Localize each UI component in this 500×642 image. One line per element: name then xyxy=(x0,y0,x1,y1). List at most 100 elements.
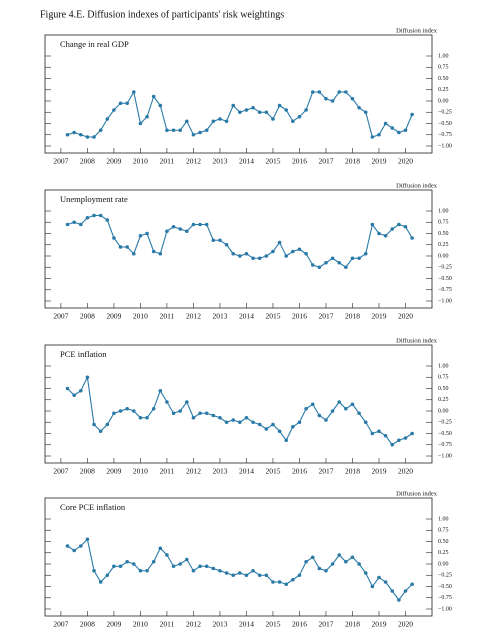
point xyxy=(257,110,262,115)
point xyxy=(363,110,368,115)
point xyxy=(271,580,275,584)
point xyxy=(72,130,76,135)
point xyxy=(264,427,269,431)
point xyxy=(350,555,355,560)
point xyxy=(211,238,216,243)
point xyxy=(125,101,129,106)
x-tick-label: 2007 xyxy=(53,312,68,321)
x-tick-label: 2014 xyxy=(239,312,254,321)
x-tick-label: 2018 xyxy=(345,467,360,476)
x-tick-label: 2017 xyxy=(318,467,333,476)
point xyxy=(317,566,322,571)
point xyxy=(125,559,129,564)
point xyxy=(125,245,129,249)
point xyxy=(291,119,295,124)
point xyxy=(390,589,395,593)
point xyxy=(244,108,249,112)
point xyxy=(397,438,401,443)
y-tick-label: 0.00 xyxy=(438,561,449,567)
x-tick-label: 2015 xyxy=(265,312,280,321)
x-tick-label: 2012 xyxy=(186,620,201,629)
point xyxy=(251,568,255,573)
x-tick-label: 2013 xyxy=(212,467,227,476)
y-tick-label: 1.00 xyxy=(438,363,449,369)
y-tick-label: 0.00 xyxy=(438,98,449,104)
point xyxy=(231,103,235,108)
point xyxy=(125,406,129,411)
point xyxy=(291,577,295,582)
point xyxy=(377,575,381,580)
point xyxy=(92,213,96,218)
point xyxy=(158,251,163,256)
point xyxy=(85,375,90,380)
x-tick-label: 2009 xyxy=(106,157,121,166)
point xyxy=(357,105,361,110)
point xyxy=(204,222,209,227)
point xyxy=(264,110,269,115)
point xyxy=(397,598,401,602)
point xyxy=(151,94,156,99)
point xyxy=(344,559,348,564)
point xyxy=(264,254,269,258)
point xyxy=(390,126,395,130)
point xyxy=(297,114,302,119)
point xyxy=(105,218,110,222)
point xyxy=(112,564,116,569)
point xyxy=(350,256,355,261)
point xyxy=(370,431,375,436)
y-tick-label: 0.25 xyxy=(438,550,449,556)
point xyxy=(131,409,136,413)
y-axis-label: Diffusion index xyxy=(396,337,438,344)
point xyxy=(185,229,189,234)
x-tick-label: 2015 xyxy=(265,620,280,629)
point xyxy=(231,251,235,256)
x-tick-label: 2011 xyxy=(160,467,175,476)
point xyxy=(304,251,308,256)
point xyxy=(218,238,222,243)
point xyxy=(165,229,169,234)
x-tick-label: 2018 xyxy=(345,157,360,166)
x-tick-label: 2015 xyxy=(265,157,280,166)
y-axis-label: Diffusion index xyxy=(396,490,438,497)
point xyxy=(138,121,143,126)
x-tick-label: 2016 xyxy=(292,312,307,321)
panel-title: PCE inflation xyxy=(60,349,107,359)
x-tick-label: 2011 xyxy=(160,312,175,321)
point xyxy=(78,222,83,227)
point xyxy=(284,438,289,443)
panel-title: Change in real GDP xyxy=(60,39,129,49)
point xyxy=(191,132,196,137)
point xyxy=(304,406,308,411)
x-tick-label: 2012 xyxy=(186,312,201,321)
point xyxy=(350,402,355,407)
point xyxy=(151,249,156,254)
point xyxy=(218,117,222,121)
point xyxy=(337,553,342,557)
point xyxy=(231,573,235,578)
panel-frame xyxy=(44,189,433,309)
y-tick-label: −0.50 xyxy=(438,584,452,590)
panel-title: Unemployment rate xyxy=(60,194,128,204)
x-tick-label: 2020 xyxy=(398,620,413,629)
point xyxy=(330,99,335,103)
point xyxy=(191,222,196,227)
y-tick-label: 0.50 xyxy=(438,76,449,82)
y-tick-label: −0.50 xyxy=(438,431,452,437)
point xyxy=(390,227,395,231)
x-tick-label: 2013 xyxy=(212,620,227,629)
x-tick-label: 2007 xyxy=(53,467,68,476)
point xyxy=(330,562,335,566)
point xyxy=(363,571,368,575)
point xyxy=(271,422,275,427)
point xyxy=(383,580,388,584)
point xyxy=(145,415,149,420)
point xyxy=(145,568,149,573)
point xyxy=(98,213,103,218)
point xyxy=(277,103,282,108)
point xyxy=(165,400,169,404)
y-tick-label: 0.75 xyxy=(438,220,449,226)
x-tick-label: 2016 xyxy=(292,620,307,629)
y-tick-label: −0.25 xyxy=(438,110,452,116)
point xyxy=(65,386,70,391)
